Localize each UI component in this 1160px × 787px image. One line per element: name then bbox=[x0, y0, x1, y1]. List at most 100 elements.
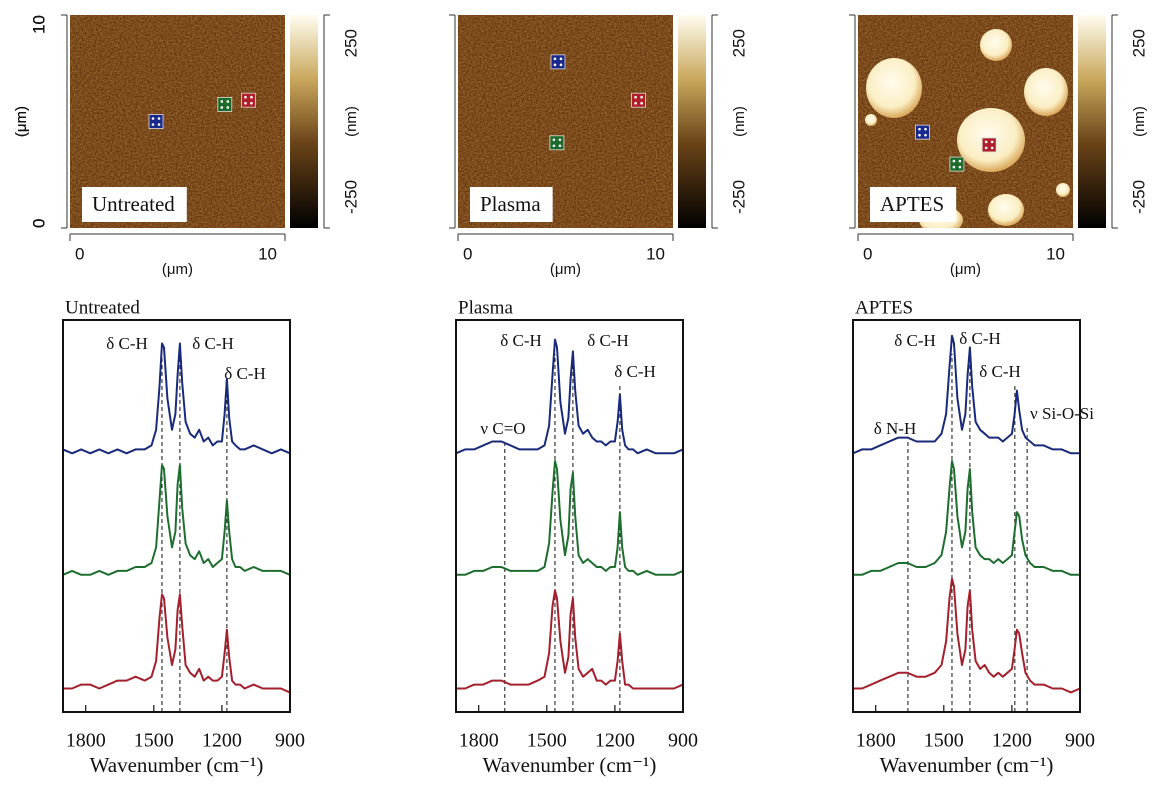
colorbar bbox=[290, 15, 318, 228]
x-tick-label: 1200 bbox=[595, 730, 635, 752]
spot-dot bbox=[226, 100, 230, 103]
spot-dot bbox=[924, 133, 927, 137]
peak-annotation: δ C-H bbox=[192, 334, 234, 353]
y-tick-label: 10 bbox=[29, 15, 48, 34]
afm-feature bbox=[1024, 68, 1068, 116]
peak-annotation: δ C-H bbox=[959, 329, 1001, 348]
peak-annotation: δ C-H bbox=[106, 334, 148, 353]
y-tick-label: 10 bbox=[29, 15, 48, 34]
spot-marker bbox=[949, 156, 965, 172]
spot-dot bbox=[958, 165, 962, 169]
spectrum-line bbox=[455, 338, 684, 455]
colorbar-tick-label: -250 bbox=[1129, 180, 1148, 214]
spectrum-line bbox=[62, 342, 291, 455]
x-tick-label: 10 bbox=[258, 244, 277, 263]
chart-title: Plasma bbox=[458, 297, 513, 318]
spot-dot bbox=[244, 101, 247, 105]
colorbar bbox=[1078, 15, 1106, 228]
spot-dot bbox=[952, 165, 956, 169]
spot-dot bbox=[244, 95, 247, 99]
afm-image bbox=[458, 15, 673, 228]
spot-marker bbox=[241, 92, 256, 108]
x-tick-label: 0 bbox=[863, 244, 872, 263]
spot-dot bbox=[250, 101, 253, 105]
x-tick-label: 1800 bbox=[856, 730, 896, 752]
spot-dot bbox=[250, 95, 253, 99]
spot-dot bbox=[984, 146, 988, 150]
x-axis-label: (μm) bbox=[550, 261, 581, 278]
x-tick-label: 0 bbox=[463, 244, 472, 263]
chart-title: Untreated bbox=[65, 297, 140, 318]
spot-dot bbox=[553, 57, 557, 61]
x-tick-label: 10 bbox=[646, 244, 665, 263]
afm-feature bbox=[865, 114, 877, 126]
y-axis-label: (μm) bbox=[13, 106, 30, 137]
x-axis-label: (μm) bbox=[162, 261, 193, 278]
spot-dot bbox=[157, 123, 161, 126]
peak-annotation: δ C-H bbox=[894, 331, 936, 350]
y-axis-label: (μm) bbox=[13, 106, 30, 137]
y-tick-label: 0 bbox=[29, 219, 48, 228]
x-tick-label: 1800 bbox=[66, 730, 106, 752]
colorbar-tick-label: 250 bbox=[1129, 29, 1148, 57]
x-tick-label: 0 bbox=[75, 244, 84, 263]
plot-frame bbox=[62, 319, 291, 713]
colorbar-tick-label: 250 bbox=[729, 29, 748, 57]
plot-frame bbox=[852, 319, 1081, 713]
spot-dot bbox=[990, 140, 994, 144]
spot-dot bbox=[952, 159, 956, 163]
x-tick-label: 900 bbox=[668, 730, 698, 752]
spot-dot bbox=[552, 138, 556, 142]
spot-dot bbox=[634, 95, 637, 99]
spot-dot bbox=[151, 117, 155, 120]
peak-annotation: δ C-H bbox=[979, 362, 1021, 381]
colorbar-tick-label: 250 bbox=[341, 29, 360, 57]
spot-marker bbox=[915, 124, 930, 140]
spectrum-line bbox=[853, 577, 1081, 694]
sample-label-box bbox=[470, 187, 553, 222]
sample-label: Plasma bbox=[480, 192, 541, 216]
spectrum-line bbox=[853, 460, 1080, 576]
peak-annotation: ν Si-O-Si bbox=[1030, 404, 1094, 423]
spot-dot bbox=[640, 101, 643, 105]
spot-dot bbox=[640, 95, 643, 99]
peak-annotation: δ C-H bbox=[614, 362, 656, 381]
spot-dot bbox=[220, 106, 224, 109]
x-tick-label: 1500 bbox=[924, 730, 964, 752]
sample-label: APTES bbox=[880, 192, 944, 216]
x-tick-label: 1500 bbox=[134, 730, 174, 752]
afm-feature bbox=[866, 58, 922, 118]
colorbar-tick-label: -250 bbox=[341, 180, 360, 214]
spectrum-line bbox=[456, 460, 684, 576]
y-axis-label: (μm) bbox=[13, 106, 30, 137]
colorbar-label: (nm) bbox=[731, 106, 748, 137]
spot-dot bbox=[226, 106, 230, 109]
x-tick-label: 10 bbox=[1046, 244, 1065, 263]
sample-label: Untreated bbox=[92, 192, 175, 216]
spot-marker bbox=[981, 137, 997, 153]
sample-label-box bbox=[82, 187, 187, 222]
spot-dot bbox=[157, 117, 161, 120]
x-axis-label: (μm) bbox=[950, 261, 981, 278]
x-tick-label: 1500 bbox=[527, 730, 567, 752]
peak-annotation: δ C-H bbox=[224, 364, 266, 383]
spectrum-line bbox=[63, 593, 291, 694]
sample-label-box bbox=[870, 187, 957, 222]
colorbar-tick-label: -250 bbox=[729, 180, 748, 214]
x-tick-label: 900 bbox=[1065, 730, 1095, 752]
spot-dot bbox=[558, 144, 562, 148]
peak-annotation: δ C-H bbox=[500, 331, 542, 350]
spot-dot bbox=[553, 63, 557, 67]
afm-feature bbox=[988, 194, 1024, 226]
spot-dot bbox=[918, 133, 921, 137]
x-tick-label: 1200 bbox=[202, 730, 242, 752]
spot-marker bbox=[148, 114, 164, 129]
spot-dot bbox=[552, 144, 556, 148]
spot-marker bbox=[631, 92, 646, 108]
colorbar-label: (nm) bbox=[1131, 106, 1148, 137]
spot-dot bbox=[559, 57, 563, 61]
chart-title: APTES bbox=[855, 297, 913, 318]
plot-frame bbox=[455, 319, 684, 713]
colorbar-label: (nm) bbox=[343, 106, 360, 137]
